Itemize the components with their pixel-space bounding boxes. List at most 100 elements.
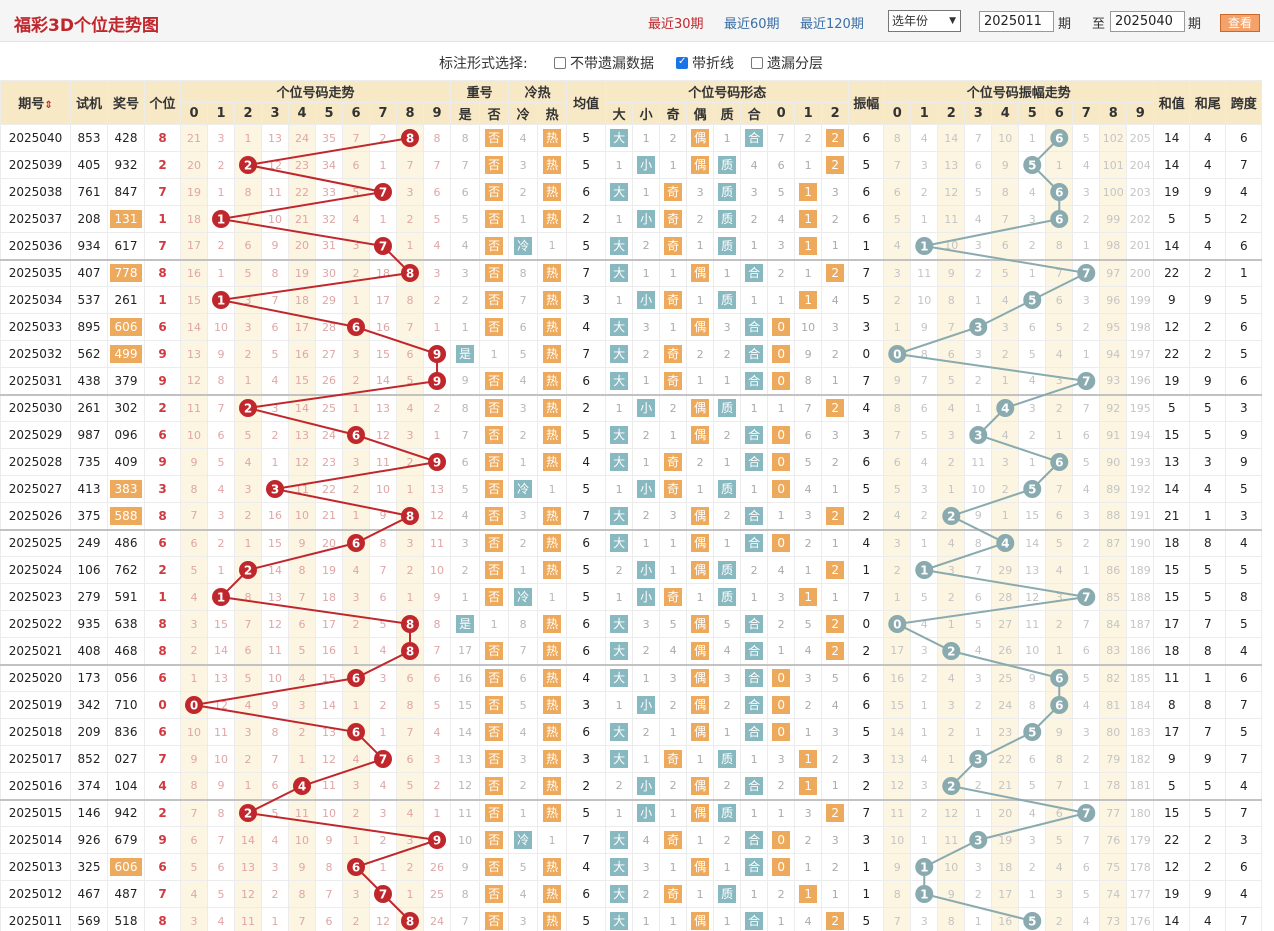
- trend-cell: 15: [207, 610, 235, 638]
- trend-cell: 14: [288, 393, 316, 422]
- period-cell: 2025011: [0, 907, 71, 931]
- form-cell: 1: [605, 286, 634, 314]
- trend-cell: 3: [234, 475, 262, 503]
- year-select[interactable]: 选年份: [888, 10, 961, 32]
- units-cell: 9: [144, 340, 181, 368]
- form-cell-badge: 奇: [664, 831, 683, 849]
- form-cell: 大: [605, 610, 634, 638]
- repeat-cell: 否: [479, 313, 510, 341]
- form-cell: 偶: [686, 718, 715, 746]
- form-cell-badge: 1: [799, 236, 818, 255]
- amptrend-cell: 6: [991, 232, 1020, 260]
- units-cell: 6: [144, 313, 181, 341]
- option-line[interactable]: 带折线: [676, 53, 734, 73]
- form-cell: 2: [821, 853, 850, 881]
- form-cell: 5: [713, 610, 742, 638]
- amptrend-cell: [1045, 205, 1074, 233]
- trend-cell: 2: [207, 232, 235, 260]
- range-link-30[interactable]: 最近30期: [648, 17, 704, 32]
- form-cell-badge: 偶: [691, 776, 710, 795]
- form-cell-badge: 偶: [691, 912, 710, 930]
- form-cell: 1: [686, 826, 715, 854]
- sumtail-cell: 1: [1189, 663, 1227, 692]
- form-cell: 0: [767, 421, 796, 449]
- option-layer[interactable]: 遗漏分层: [751, 53, 823, 73]
- amptrend-cell: 3: [1072, 178, 1101, 206]
- period-cell: 2025014: [0, 826, 71, 854]
- form-cell: 大: [605, 826, 634, 854]
- form-cell-badge: 大: [610, 750, 629, 768]
- coldhot-cell: 热: [537, 448, 568, 476]
- form-cell: 3: [821, 313, 850, 341]
- form-cell: 3: [794, 663, 823, 692]
- range-link-120[interactable]: 最近120期: [800, 17, 864, 32]
- trend-cell: 14: [261, 556, 289, 584]
- prize-cell-badge: 606: [110, 318, 142, 336]
- query-button[interactable]: 查看: [1220, 14, 1260, 32]
- range-link-60[interactable]: 最近60期: [724, 17, 780, 32]
- trend-cell: 5: [234, 421, 262, 449]
- avg-cell: 6: [566, 610, 607, 638]
- period-from-input[interactable]: 2025011: [979, 11, 1054, 32]
- form-cell: 质: [713, 798, 742, 827]
- header-sumtail: 和尾: [1189, 80, 1227, 125]
- amptrend-cell: 3: [937, 691, 966, 719]
- amp-cell: 5: [848, 286, 885, 314]
- period-cell: 2025017: [0, 745, 71, 773]
- amptrend-cell: 2: [1045, 907, 1074, 931]
- period-to-input[interactable]: 2025040: [1110, 11, 1185, 32]
- amptrend-cell: 7: [910, 367, 939, 395]
- trend-cell: [342, 663, 370, 692]
- table-row: 2025012 467 487 7 4 5 12 2 8 7 3 1 25 8 否 4 热 6 大 2 奇 1 质 1 2 1 1 1…: [0, 880, 1263, 908]
- form-cell: 2: [767, 772, 796, 800]
- amptrend-cell: 8: [937, 907, 966, 931]
- amptrend-cell: 5: [883, 475, 912, 503]
- units-cell: 8: [144, 124, 181, 152]
- trend-cell: 7: [342, 124, 370, 152]
- option-no-miss[interactable]: 不带遗漏数据: [554, 53, 654, 73]
- form-cell: 3: [767, 583, 796, 611]
- sumtail-cell: 5: [1189, 421, 1227, 449]
- trend-cell: 6: [234, 232, 262, 260]
- amptrend-cell: 192: [1126, 475, 1155, 503]
- trend-cell: 8: [422, 124, 452, 152]
- checkbox-icon[interactable]: [751, 57, 763, 69]
- form-cell: 3: [659, 663, 688, 692]
- coldhot-cell-badge: 热: [543, 723, 562, 741]
- form-cell: 2: [821, 798, 850, 827]
- amptrend-cell: 2: [937, 448, 966, 476]
- form-cell: 奇: [659, 367, 688, 395]
- trend-cell: 1: [396, 232, 424, 260]
- trend-cell: 1: [342, 286, 370, 314]
- form-cell: 2: [794, 826, 823, 854]
- form-cell-badge: 大: [610, 318, 629, 336]
- form-cell: 7: [767, 124, 796, 152]
- form-cell-badge: 合: [745, 426, 764, 444]
- prize-cell: 617: [107, 232, 145, 260]
- form-cell-badge: 合: [745, 858, 764, 876]
- checkbox-checked-icon[interactable]: [676, 56, 688, 69]
- sumtail-cell: 9: [1189, 178, 1227, 206]
- form-cell: 大: [605, 232, 634, 260]
- sort-icon[interactable]: ⇕: [44, 100, 53, 111]
- trial-cell: 926: [70, 826, 108, 854]
- coldhot-cell-badge: 热: [543, 804, 562, 823]
- form-cell: 1: [605, 205, 634, 233]
- header-period[interactable]: 期号⇕: [0, 80, 71, 125]
- checkbox-icon[interactable]: [554, 57, 566, 69]
- form-cell: 2: [767, 610, 796, 638]
- form-cell-badge: 0: [772, 831, 791, 849]
- trend-cell: 7: [207, 393, 235, 422]
- amptrend-cell: 18: [991, 853, 1020, 881]
- header-form-sub: 奇: [659, 102, 688, 125]
- form-cell-badge: 奇: [664, 750, 683, 768]
- amptrend-cell: 1: [910, 691, 939, 719]
- amptrend-cell: 6: [910, 393, 939, 422]
- trend-cell: 4: [342, 745, 370, 773]
- amptrend-cell: 11: [937, 826, 966, 854]
- period-cell: 2025022: [0, 610, 71, 638]
- coldhot-cell-badge: 热: [543, 885, 562, 903]
- header-avg: 均值: [566, 80, 607, 125]
- trend-cell: 7: [207, 826, 235, 854]
- amptrend-cell: 182: [1126, 745, 1155, 773]
